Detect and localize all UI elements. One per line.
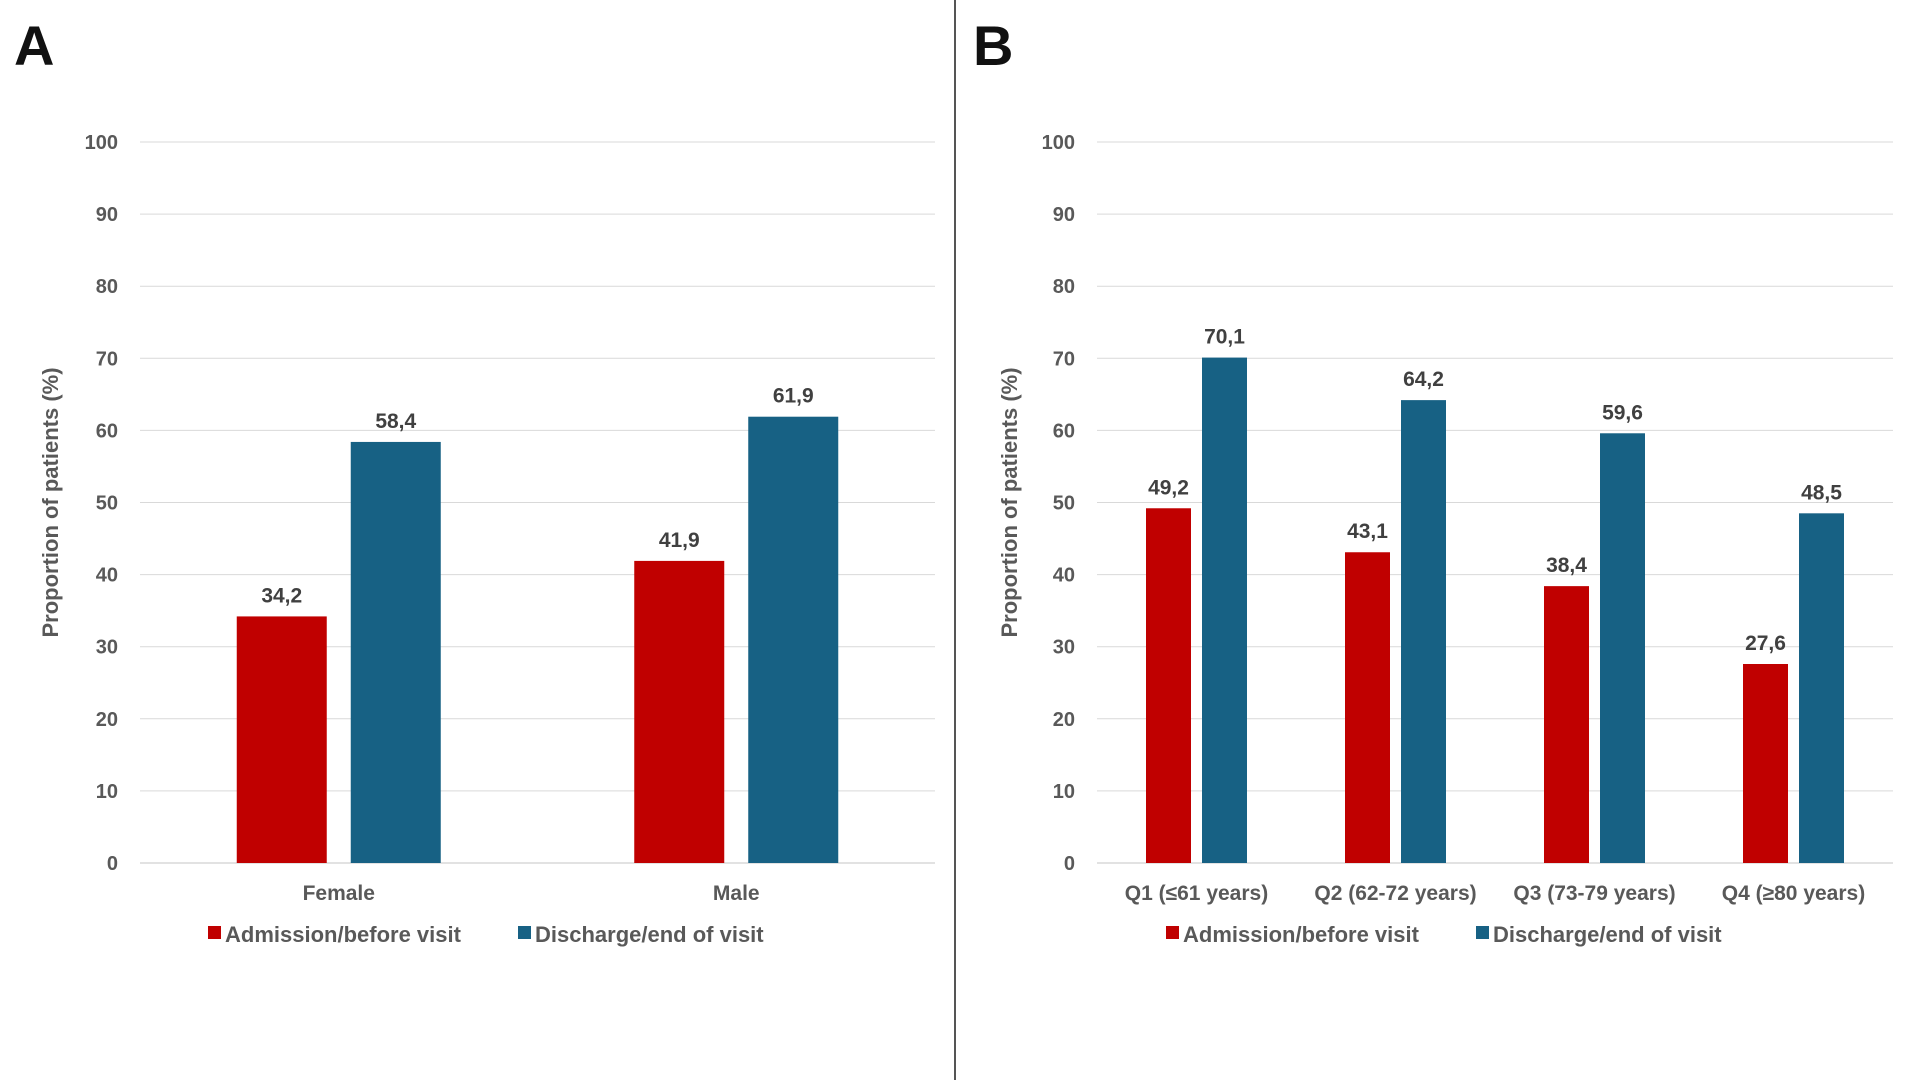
legend-swatch xyxy=(1476,926,1489,939)
legend-label: Discharge/end of visit xyxy=(535,922,764,947)
panel-letter: B xyxy=(973,14,1013,77)
panel-letter: A xyxy=(14,14,54,77)
legend-swatch xyxy=(518,926,531,939)
data-label: 27,6 xyxy=(1745,632,1786,655)
legend-label: Admission/before visit xyxy=(1183,922,1420,947)
y-tick-label: 50 xyxy=(96,493,118,515)
y-tick-label: 20 xyxy=(1053,709,1075,731)
data-label: 64,2 xyxy=(1403,368,1444,391)
x-category-label: Female xyxy=(303,882,375,905)
y-tick-label: 40 xyxy=(1053,565,1075,587)
bar-admission xyxy=(1544,586,1589,863)
bar-discharge xyxy=(1202,357,1247,863)
bar-discharge xyxy=(350,441,441,863)
y-tick-label: 40 xyxy=(96,565,118,587)
y-tick-label: 50 xyxy=(1053,493,1075,515)
bar-discharge xyxy=(1600,433,1645,863)
x-category-label: Q3 (73-79 years) xyxy=(1513,882,1675,905)
x-category-label: Q2 (62-72 years) xyxy=(1314,882,1476,905)
bar-admission xyxy=(1743,664,1788,863)
data-label: 59,6 xyxy=(1602,401,1643,424)
y-tick-label: 0 xyxy=(107,853,118,875)
y-tick-label: 30 xyxy=(1053,637,1075,659)
bar-admission xyxy=(236,616,327,863)
y-tick-label: 60 xyxy=(1053,420,1075,442)
data-label: 38,4 xyxy=(1546,554,1587,577)
y-tick-label: 90 xyxy=(1053,204,1075,226)
y-tick-label: 60 xyxy=(96,420,118,442)
data-label: 43,1 xyxy=(1347,520,1388,543)
data-label: 70,1 xyxy=(1204,326,1245,349)
y-tick-label: 10 xyxy=(1053,781,1075,803)
y-axis-title: Proportion of patients (%) xyxy=(997,367,1022,637)
y-tick-label: 80 xyxy=(1053,276,1075,298)
bar-discharge xyxy=(1401,400,1446,863)
bar-discharge xyxy=(748,416,839,863)
data-label: 61,9 xyxy=(773,385,814,408)
y-tick-label: 100 xyxy=(85,132,118,154)
x-category-label: Q4 (≥80 years) xyxy=(1722,882,1865,905)
y-axis-title: Proportion of patients (%) xyxy=(38,367,63,637)
legend-swatch xyxy=(1166,926,1179,939)
bar-admission xyxy=(1345,552,1390,863)
chart-panel-a: A 0 10 20 30 40 50 60 70 80 90 100 Proportion of pat… xyxy=(14,14,935,947)
bar-admission xyxy=(634,560,725,863)
y-tick-label: 70 xyxy=(1053,348,1075,370)
y-tick-label: 20 xyxy=(96,709,118,731)
y-tick-label: 10 xyxy=(96,781,118,803)
data-label: 58,4 xyxy=(375,410,416,433)
y-tick-label: 80 xyxy=(96,276,118,298)
x-category-label: Male xyxy=(713,882,760,905)
y-tick-label: 70 xyxy=(96,348,118,370)
legend-label: Discharge/end of visit xyxy=(1493,922,1722,947)
data-label: 48,5 xyxy=(1801,481,1842,504)
legend-swatch xyxy=(208,926,221,939)
y-tick-label: 90 xyxy=(96,204,118,226)
x-category-label: Q1 (≤61 years) xyxy=(1125,882,1268,905)
data-label: 49,2 xyxy=(1148,476,1189,499)
bar-discharge xyxy=(1799,513,1844,863)
y-tick-label: 0 xyxy=(1064,853,1075,875)
bar-admission xyxy=(1146,508,1191,863)
y-tick-label: 100 xyxy=(1042,132,1075,154)
data-label: 34,2 xyxy=(261,584,302,607)
chart-panel-b: B 0 10 20 30 40 50 60 70 80 90 100 Proportion of pat… xyxy=(973,14,1893,947)
data-label: 41,9 xyxy=(659,529,700,552)
legend-label: Admission/before visit xyxy=(225,922,462,947)
y-tick-label: 30 xyxy=(96,637,118,659)
